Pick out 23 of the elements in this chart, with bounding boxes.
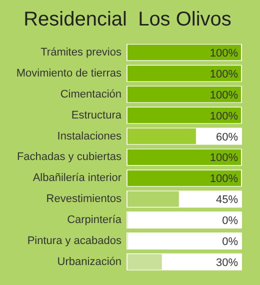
y-tick-label: Pintura y acabados [27, 235, 122, 248]
data-label: 100% [210, 68, 238, 80]
y-tick-label: Trámites previos [40, 46, 122, 59]
y-tick-label: Fachadas y cubiertas [16, 151, 122, 164]
y-tick-label: Urbanización [57, 256, 122, 268]
data-label: 100% [210, 110, 238, 122]
y-tick-label: Movimiento de tierras [16, 67, 122, 80]
data-label: 30% [216, 256, 238, 269]
data-label: 100% [210, 152, 238, 164]
data-label: 60% [216, 131, 238, 144]
data-label: 0% [222, 215, 238, 228]
y-tick-label: Estructura [71, 109, 122, 122]
y-tick-label: Albañilería interior [32, 172, 122, 184]
data-label: 100% [210, 89, 238, 102]
y-tick-label: Cimentación [60, 88, 122, 100]
y-tick-label: Revestimientos [46, 193, 122, 206]
chart-title: Residencial Los Olivos [24, 8, 232, 31]
y-tick-label: Carpintería [67, 214, 122, 226]
data-label: 100% [210, 48, 238, 60]
data-label: 0% [222, 236, 238, 248]
y-tick-label: Instalaciones [57, 130, 122, 142]
data-label: 45% [216, 194, 238, 206]
data-label: 100% [210, 173, 238, 186]
